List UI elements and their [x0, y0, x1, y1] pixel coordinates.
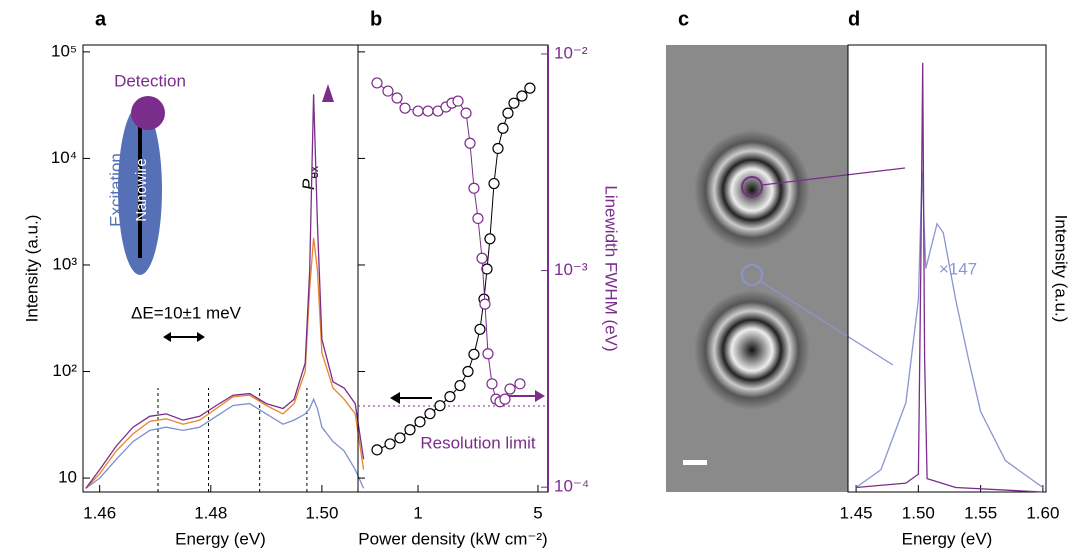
- data-point: [434, 400, 446, 412]
- x-tick-label: 1: [413, 503, 422, 522]
- x-axis-label: Power density (kW cm⁻²): [358, 529, 547, 548]
- x-tick-label: 1.60: [1026, 503, 1059, 522]
- x-tick-label: 1.45: [840, 503, 873, 522]
- data-point: [371, 77, 383, 89]
- data-point: [371, 444, 383, 456]
- spectrum: [85, 94, 365, 489]
- y-axis-label: Intensity (a.u.): [1052, 215, 1069, 323]
- data-point: [454, 379, 466, 392]
- y2-tick-label: 10⁻⁴: [554, 477, 589, 496]
- data-point: [476, 252, 488, 264]
- data-point: [479, 298, 491, 310]
- data-point: [444, 391, 456, 403]
- y-tick-label: 10³: [52, 254, 77, 273]
- data-point: [460, 107, 472, 119]
- data-point: [484, 233, 496, 245]
- y2-axis-label: Linewidth FWHM (eV): [602, 185, 621, 351]
- data-point: [412, 105, 424, 117]
- y-tick-label: 10⁵: [51, 41, 77, 60]
- power-subscript: ex: [307, 166, 321, 179]
- data-point: [468, 182, 480, 194]
- x-tick-label: 5: [533, 503, 542, 522]
- data-point: [391, 92, 403, 104]
- data-point: [482, 348, 494, 360]
- panel-letter: b: [370, 8, 382, 30]
- spectrum: [85, 237, 365, 489]
- delta-e-label: ΔE=10±1 meV: [131, 303, 242, 322]
- b-annotations: Resolution limit: [390, 390, 545, 452]
- excitation-label: Excitation: [106, 153, 125, 227]
- data-point: [499, 393, 511, 405]
- spectrum: [855, 170, 1044, 489]
- y2-tick-label: 10⁻²: [554, 43, 588, 62]
- x-tick-label: 1.46: [83, 503, 116, 522]
- power-label: Pex: [299, 166, 321, 190]
- scale-label: ×147: [939, 259, 977, 278]
- data-point: [497, 122, 509, 134]
- detection-label: Detection: [114, 71, 186, 90]
- x-tick-label: 1.48: [194, 503, 227, 522]
- upper-pattern: [694, 130, 810, 250]
- data-point: [524, 82, 536, 94]
- connector: [761, 167, 906, 186]
- image-background: [666, 45, 848, 492]
- lower-pattern: [694, 290, 810, 410]
- arrow-head: [390, 392, 400, 404]
- data-point: [514, 378, 526, 390]
- micrograph: [666, 45, 906, 492]
- y-axis-label: Intensity (a.u.): [22, 215, 41, 323]
- x-tick-label: 1.50: [305, 503, 338, 522]
- y2-tick-label: 10⁻³: [554, 260, 588, 279]
- data-point: [422, 105, 434, 117]
- x-axis-label: Energy (eV): [902, 529, 993, 548]
- plot-frame: [357, 44, 549, 493]
- x-tick-label: 1.55: [964, 503, 997, 522]
- spectrum: [856, 62, 1043, 493]
- data-point: [502, 107, 514, 119]
- panel-letter: c: [678, 8, 689, 30]
- data-point: [504, 383, 516, 395]
- data-point: [486, 378, 498, 390]
- scale-bar: [683, 460, 707, 465]
- data-point: [474, 323, 486, 335]
- data-point: [462, 365, 474, 378]
- data-point: [492, 142, 504, 155]
- x-tick-label: 1.50: [902, 503, 935, 522]
- data-point: [394, 432, 406, 444]
- data-point: [468, 348, 480, 360]
- data-point: [488, 177, 500, 190]
- arrow-head: [322, 84, 334, 102]
- detection-circle: [741, 176, 763, 198]
- nanowire-label: Nanowire: [133, 158, 150, 221]
- plot-frame: [847, 44, 1047, 493]
- data-point: [481, 263, 493, 275]
- panel-letter: d: [848, 8, 860, 30]
- data-point: [382, 85, 394, 97]
- y-tick-label: 10: [58, 468, 77, 487]
- power-symbol: P: [299, 178, 318, 190]
- data-point: [472, 212, 484, 225]
- y-tick-label: 10⁴: [51, 148, 77, 167]
- inset: Detection Excitation Nanowire Pex ΔE=10±…: [106, 71, 334, 342]
- resolution-label: Resolution limit: [420, 433, 536, 452]
- connector: [759, 280, 894, 366]
- data-point: [384, 438, 396, 450]
- data-point: [464, 137, 476, 149]
- detection-spot: [131, 96, 165, 130]
- data-point: [404, 424, 416, 436]
- y-tick-label: 10²: [52, 361, 77, 380]
- data-point: [399, 102, 411, 114]
- spectrum: [85, 397, 365, 489]
- panel-letter: a: [95, 8, 107, 30]
- data-point: [516, 90, 528, 102]
- data-point: [508, 97, 520, 109]
- data-point: [452, 95, 464, 107]
- data-point: [414, 416, 426, 428]
- data-point: [424, 408, 436, 420]
- arrow-head: [535, 390, 545, 402]
- x-axis-label: Energy (eV): [175, 529, 266, 548]
- blue-circle: [741, 264, 763, 286]
- connector-line: [376, 87, 531, 451]
